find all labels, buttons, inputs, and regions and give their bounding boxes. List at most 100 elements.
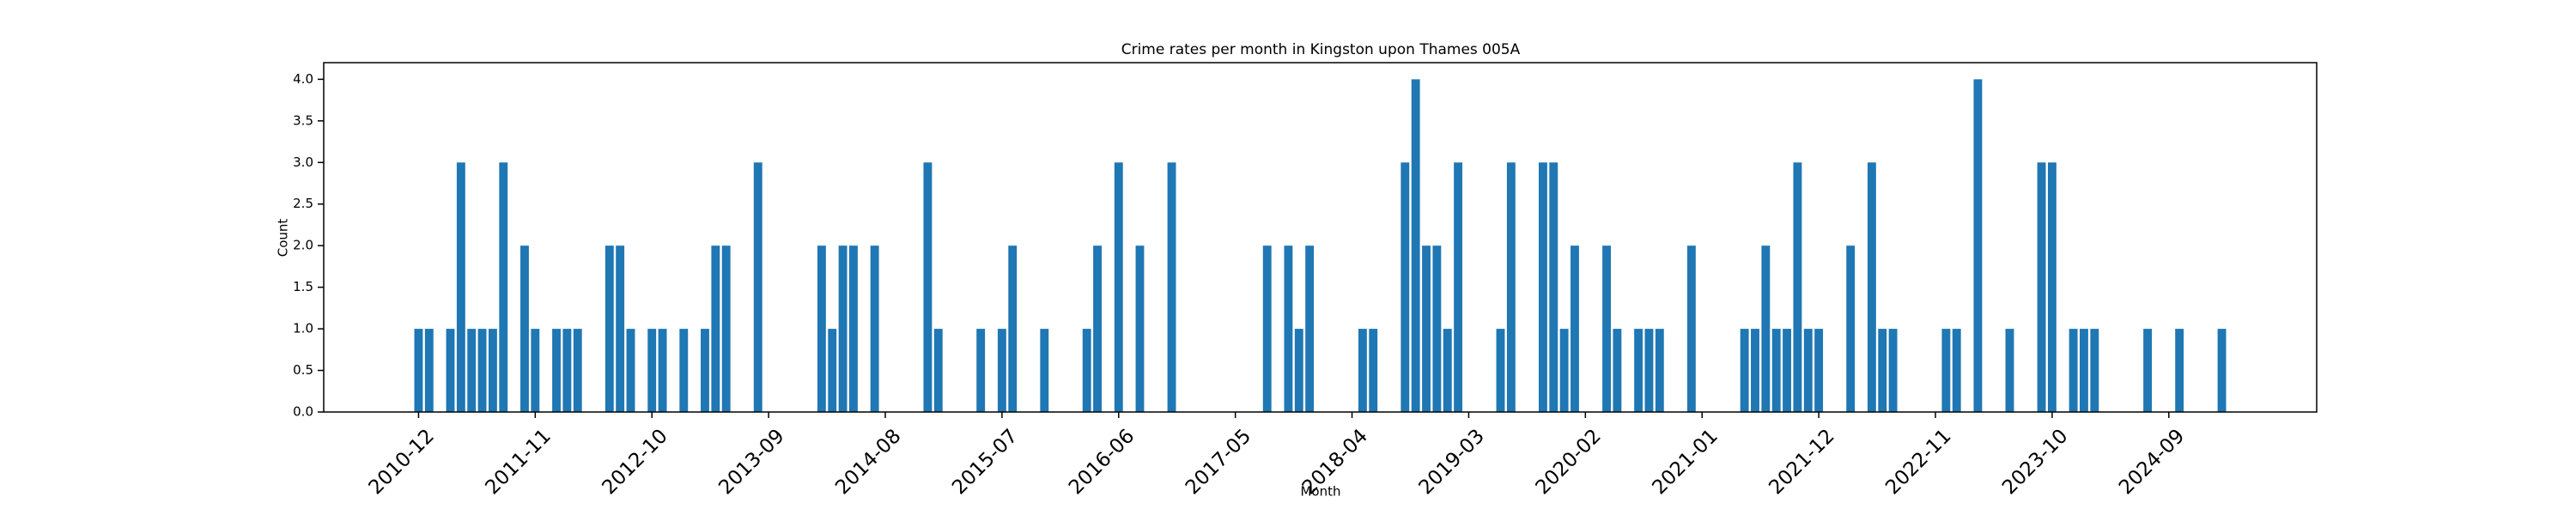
y-tick-label: 2.0 xyxy=(293,238,313,253)
bar xyxy=(1114,162,1123,413)
bar xyxy=(1814,329,1824,412)
bar xyxy=(1644,329,1654,412)
bar xyxy=(477,329,487,412)
x-axis-label: Month xyxy=(1300,484,1340,500)
bar xyxy=(1008,245,1018,412)
plot-frame xyxy=(323,62,2318,413)
bar xyxy=(2090,329,2099,412)
bar xyxy=(1634,329,1643,412)
bar xyxy=(573,329,582,412)
y-axis-label: Count xyxy=(276,219,291,258)
bar xyxy=(658,329,667,412)
chart-title: Crime rates per month in Kingston upon T… xyxy=(1121,41,1521,58)
bar xyxy=(1432,245,1442,412)
bar xyxy=(424,329,434,412)
bar xyxy=(456,162,465,413)
y-tick-label: 0.0 xyxy=(293,404,313,420)
x-tick-label: 2010-12 xyxy=(365,425,439,499)
bar xyxy=(1803,329,1813,412)
bar xyxy=(870,245,879,412)
bar xyxy=(1878,329,1887,412)
bar xyxy=(1305,245,1315,412)
x-tick-label: 2023-10 xyxy=(1998,425,2072,499)
bar xyxy=(711,245,720,412)
x-tick-label: 2021-12 xyxy=(1765,425,1838,499)
bar xyxy=(1422,245,1431,412)
y-tick-label: 1.5 xyxy=(293,279,313,294)
bar xyxy=(2175,329,2184,412)
x-tick-label: 2021-01 xyxy=(1648,425,1722,499)
bar xyxy=(1093,245,1103,412)
bar xyxy=(1135,245,1145,412)
x-tick-label: 2015-07 xyxy=(948,425,1022,499)
bar xyxy=(1294,329,1303,412)
bar xyxy=(1761,245,1771,412)
bar xyxy=(1793,162,1802,413)
bar xyxy=(2143,329,2153,412)
bar xyxy=(997,329,1006,412)
bar xyxy=(701,329,709,412)
x-tick-label: 2016-06 xyxy=(1065,425,1139,499)
bar xyxy=(520,245,529,412)
bar xyxy=(1846,245,1856,412)
y-tick-label: 0.5 xyxy=(293,362,313,378)
bar xyxy=(933,329,943,412)
bar xyxy=(848,245,858,412)
bar xyxy=(1358,329,1367,412)
bar xyxy=(923,162,933,413)
bar xyxy=(1952,329,1961,412)
bar xyxy=(647,329,657,412)
y-tick-label: 4.0 xyxy=(293,71,313,87)
x-tick-label: 2019-03 xyxy=(1415,425,1489,499)
bar xyxy=(467,329,477,412)
bar xyxy=(1262,245,1272,412)
bar xyxy=(626,329,635,412)
y-tick-label: 3.0 xyxy=(293,154,313,170)
x-tick-label: 2022-11 xyxy=(1881,425,1955,499)
bar xyxy=(499,162,508,413)
bar xyxy=(1771,329,1781,412)
x-tick-label: 2020-02 xyxy=(1532,425,1606,499)
bar xyxy=(2217,329,2227,412)
x-tick-label: 2012-10 xyxy=(598,425,671,499)
bar xyxy=(838,245,848,412)
bar xyxy=(1538,162,1547,413)
bar xyxy=(1973,79,1983,412)
bar xyxy=(1571,245,1579,412)
bar xyxy=(1506,162,1516,413)
bar xyxy=(446,329,455,412)
bar xyxy=(1400,162,1410,413)
bar xyxy=(1549,162,1558,413)
bar xyxy=(828,329,837,412)
y-tick-label: 1.0 xyxy=(293,321,313,336)
bar xyxy=(616,245,625,412)
bar xyxy=(1751,329,1759,412)
bar xyxy=(1783,329,1792,412)
bar xyxy=(1613,329,1622,412)
y-tick-label: 2.5 xyxy=(293,196,313,211)
bar xyxy=(1167,162,1176,413)
bar xyxy=(1284,245,1293,412)
bar xyxy=(1867,162,1876,413)
bar xyxy=(1443,329,1452,412)
bar xyxy=(1602,245,1611,412)
bar xyxy=(1559,329,1569,412)
bar xyxy=(1888,329,1898,412)
bar xyxy=(679,329,689,412)
bar xyxy=(753,162,762,413)
y-tick-label: 3.5 xyxy=(293,112,313,128)
bar xyxy=(2047,162,2057,413)
bar xyxy=(1655,329,1664,412)
bar xyxy=(1040,329,1049,412)
bar xyxy=(2037,162,2046,413)
bar xyxy=(488,329,497,412)
bar xyxy=(531,329,540,412)
bar xyxy=(2080,329,2088,412)
bar xyxy=(605,245,614,412)
bar xyxy=(1369,329,1378,412)
x-tick-label: 2017-05 xyxy=(1182,425,1255,499)
bar xyxy=(552,329,561,412)
bar xyxy=(721,245,731,412)
bar xyxy=(1941,329,1951,412)
